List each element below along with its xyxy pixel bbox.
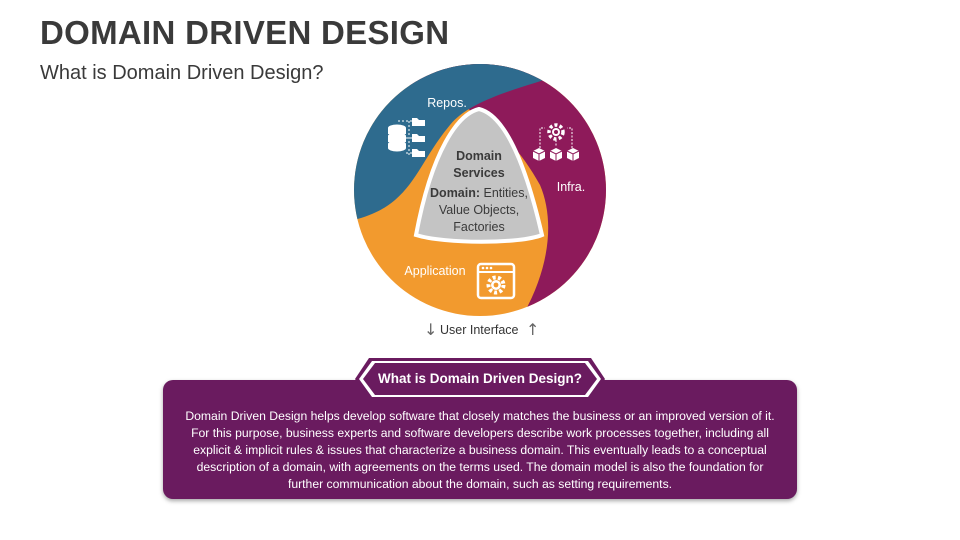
banner-heading: What is Domain Driven Design? (377, 371, 583, 386)
domain-center (413, 106, 545, 244)
cubes-icon (532, 148, 580, 161)
infra-segment (354, 64, 606, 316)
domain-entities-line: Domain: Entities, (430, 186, 528, 200)
page-title: DOMAIN DRIVEN DESIGN (40, 14, 450, 51)
user-interface-row: ↓ User Interface ↑ (424, 318, 540, 342)
domain-services-line2: Services (453, 166, 504, 180)
domain-entities-text: Entities, (480, 186, 528, 200)
domain-services-line1: Domain (456, 149, 502, 163)
application-label: Application (404, 264, 465, 278)
description-box: Domain Driven Design helps develop softw… (163, 380, 797, 499)
page-subtitle: What is Domain Driven Design? (40, 62, 324, 84)
value-objects-line: Value Objects, (439, 203, 519, 217)
repos-label: Repos. (427, 96, 467, 110)
folder-icon (412, 118, 425, 157)
database-icon (388, 120, 412, 156)
gear-network-icon (539, 123, 573, 148)
description-text: Domain Driven Design helps develop softw… (185, 409, 775, 491)
domain-bold-label: Domain: (430, 186, 480, 200)
heading-banner: What is Domain Driven Design? (355, 358, 605, 400)
user-interface-label: User Interface (440, 323, 519, 337)
arrow-down-icon: ↓ (424, 320, 438, 339)
arrow-up-icon: ↑ (526, 320, 540, 339)
factories-line: Factories (453, 220, 504, 234)
infra-label: Infra. (557, 180, 586, 194)
settings-window-icon (476, 262, 516, 300)
